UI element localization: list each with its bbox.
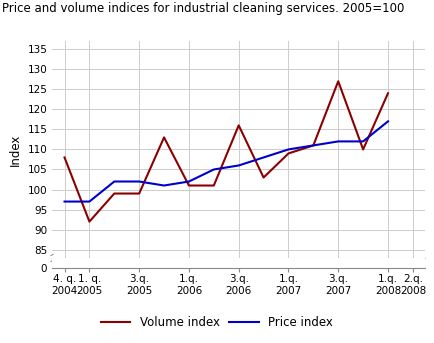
Volume index — [112, 191, 117, 196]
Volume index — [211, 184, 217, 188]
Volume index — [286, 151, 291, 155]
Y-axis label: Index: Index — [9, 133, 22, 166]
Line: Volume index: Volume index — [65, 81, 388, 222]
Price index — [361, 139, 366, 143]
Price index — [87, 200, 92, 204]
Volume index — [261, 175, 266, 179]
Price index — [211, 167, 217, 172]
Price index — [311, 143, 316, 147]
Price index — [261, 155, 266, 159]
Price index — [286, 147, 291, 152]
Text: Price and volume indices for industrial cleaning services. 2005=100: Price and volume indices for industrial … — [2, 2, 404, 15]
Volume index — [137, 191, 142, 196]
Price index — [161, 184, 167, 188]
Volume index — [186, 184, 191, 188]
Price index — [62, 200, 67, 204]
Price index — [186, 179, 191, 184]
Price index — [335, 139, 341, 143]
Line: Price index: Price index — [65, 121, 388, 202]
Volume index — [62, 155, 67, 159]
Price index — [236, 163, 241, 167]
Volume index — [311, 143, 316, 147]
Volume index — [361, 147, 366, 152]
Price index — [112, 179, 117, 184]
Volume index — [87, 220, 92, 224]
Volume index — [236, 123, 241, 128]
Volume index — [385, 91, 391, 95]
Price index — [385, 119, 391, 123]
Volume index — [335, 79, 341, 83]
Volume index — [161, 135, 167, 140]
Legend: Volume index, Price index: Volume index, Price index — [96, 311, 338, 334]
Price index — [137, 179, 142, 184]
